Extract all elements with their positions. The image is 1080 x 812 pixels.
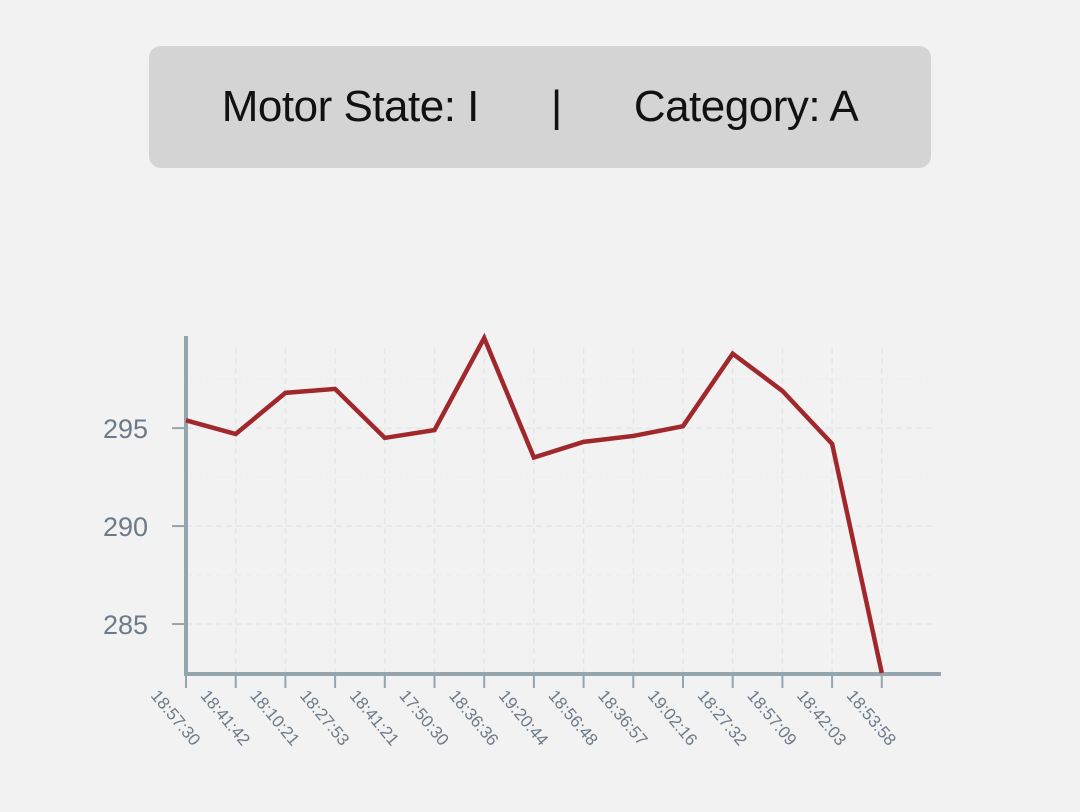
x-tick-label: 19:02:16 [644, 686, 701, 749]
y-tick-label: 285 [103, 610, 148, 640]
x-tick-label: 18:56:48 [545, 686, 602, 749]
y-ticks: 285 290 295 [103, 414, 186, 640]
x-tick-label: 18:36:57 [594, 686, 651, 749]
axes [184, 336, 941, 676]
x-tick-label: 18:36:36 [445, 686, 502, 749]
x-tick-label: 18:57:09 [743, 686, 800, 749]
motor-state-label: Motor State: I [221, 82, 480, 131]
y-tick-label: 290 [103, 512, 148, 542]
x-tick-label: 18:10:21 [246, 686, 303, 749]
x-tick-label: 18:42:03 [793, 686, 850, 749]
x-tick-label: 18:27:53 [296, 686, 353, 749]
x-tick-label: 17:50:30 [395, 686, 452, 749]
header-separator: | [550, 82, 562, 131]
x-tick-label: 19:20:44 [495, 686, 552, 749]
category-label: Category: A [633, 82, 859, 131]
x-ticks: 18:57:3018:41:4218:10:2118:27:5318:41:21… [147, 674, 900, 749]
y-tick-label: 295 [103, 414, 148, 444]
x-tick-label: 18:57:30 [147, 686, 204, 749]
status-header: Motor State: I | Category: A [149, 46, 931, 168]
x-tick-label: 18:27:32 [694, 686, 751, 749]
grid [186, 348, 933, 674]
series [185, 332, 884, 674]
x-tick-label: 18:53:58 [843, 686, 900, 749]
x-tick-label: 18:41:42 [197, 686, 254, 749]
x-tick-label: 18:41:21 [346, 686, 403, 749]
